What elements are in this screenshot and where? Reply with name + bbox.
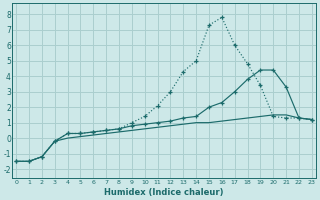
X-axis label: Humidex (Indice chaleur): Humidex (Indice chaleur) — [104, 188, 224, 197]
